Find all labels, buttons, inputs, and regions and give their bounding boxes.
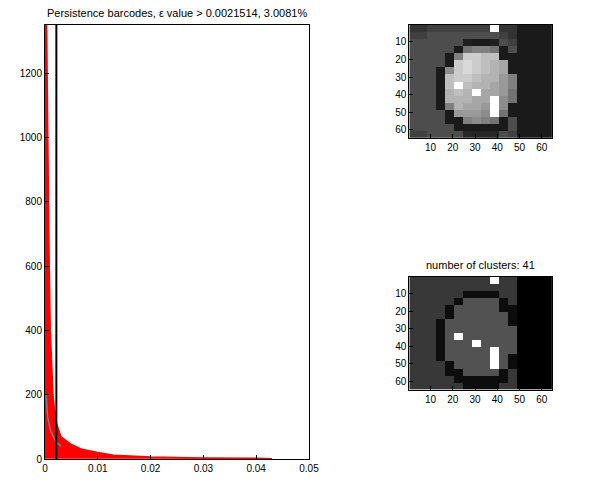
svg-text:0.02: 0.02: [141, 463, 161, 474]
svg-text:30: 30: [469, 142, 481, 153]
svg-text:50: 50: [514, 142, 526, 153]
svg-text:600: 600: [25, 261, 42, 272]
svg-text:40: 40: [492, 394, 504, 405]
svg-text:10: 10: [425, 394, 437, 405]
svg-text:20: 20: [395, 54, 407, 65]
svg-text:50: 50: [395, 107, 407, 118]
svg-text:number of clusters: 41: number of clusters: 41: [426, 259, 535, 271]
svg-text:10: 10: [395, 288, 407, 299]
svg-text:0: 0: [36, 454, 42, 465]
svg-text:800: 800: [25, 196, 42, 207]
svg-text:200: 200: [25, 389, 42, 400]
svg-text:30: 30: [395, 72, 407, 83]
svg-text:1200: 1200: [20, 68, 43, 79]
svg-text:60: 60: [395, 124, 407, 135]
svg-text:0: 0: [42, 463, 48, 474]
svg-text:50: 50: [514, 394, 526, 405]
svg-text:40: 40: [395, 89, 407, 100]
svg-text:60: 60: [536, 142, 548, 153]
svg-text:20: 20: [395, 306, 407, 317]
svg-text:60: 60: [395, 376, 407, 387]
svg-text:0.05: 0.05: [299, 463, 319, 474]
svg-text:Persistence barcodes, ε value: Persistence barcodes, ε value > 0.002151…: [47, 7, 307, 19]
svg-text:20: 20: [447, 394, 459, 405]
svg-text:40: 40: [395, 341, 407, 352]
svg-text:10: 10: [395, 36, 407, 47]
svg-text:400: 400: [25, 325, 42, 336]
svg-text:40: 40: [492, 142, 504, 153]
svg-text:20: 20: [447, 142, 459, 153]
svg-text:30: 30: [469, 394, 481, 405]
svg-text:10: 10: [425, 142, 437, 153]
svg-text:30: 30: [395, 323, 407, 334]
svg-text:50: 50: [395, 358, 407, 369]
svg-text:1000: 1000: [20, 132, 43, 143]
svg-text:0.01: 0.01: [88, 463, 108, 474]
svg-text:60: 60: [536, 394, 548, 405]
svg-text:0.04: 0.04: [246, 463, 266, 474]
svg-text:0.03: 0.03: [194, 463, 214, 474]
